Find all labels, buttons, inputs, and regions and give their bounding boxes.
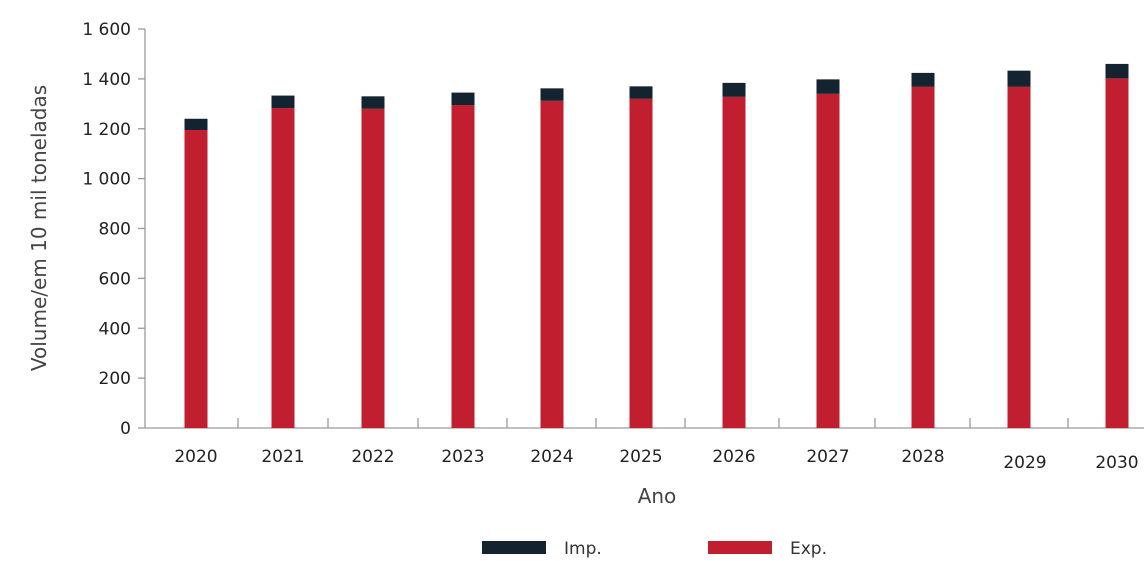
- bars-layer: [184, 63, 1129, 429]
- x-tick-label: 2024: [530, 447, 573, 467]
- y-tick-label: 1 200: [82, 120, 131, 140]
- legend: Imp. Exp.: [482, 539, 827, 559]
- y-tick-label: 800: [99, 220, 131, 240]
- bar-exp: [629, 98, 653, 428]
- x-axis-title: Ano: [638, 484, 677, 508]
- legend-swatch: [708, 541, 772, 554]
- x-tick-label: 2027: [806, 447, 849, 467]
- bar-imp: [629, 86, 653, 99]
- y-axis-title: Volume/em 10 mil toneladas: [27, 85, 51, 371]
- bar-imp: [1105, 63, 1129, 79]
- x-axis: 2020 2021 2022 2023 2024 2025 2026 2027 2028 2029…: [145, 418, 1144, 473]
- bar-imp: [911, 72, 935, 87]
- y-tick-label: 1 600: [82, 20, 131, 40]
- x-tick-label: 2029: [1003, 453, 1046, 473]
- y-tick-label: 0: [120, 419, 131, 439]
- x-tick-label: 2021: [261, 447, 304, 467]
- x-tick-label: 2028: [901, 447, 944, 467]
- bar-imp: [540, 88, 564, 101]
- bar-imp: [722, 82, 746, 97]
- y-axis: 0 200 400 600 800 1 000 1 200 1 400 1 600: [82, 20, 146, 439]
- bar-imp: [451, 92, 475, 106]
- bar-imp: [1007, 70, 1031, 87]
- legend-swatch: [482, 541, 546, 554]
- x-tick-label: 2023: [441, 447, 484, 467]
- bar-exp: [451, 105, 475, 428]
- legend-label: Imp.: [564, 539, 602, 559]
- y-tick-label: 600: [99, 269, 131, 289]
- x-tick-label: 2020: [174, 447, 217, 467]
- x-tick-label: 2026: [712, 447, 755, 467]
- y-tick-label: 1 000: [82, 170, 131, 190]
- bar-imp: [361, 96, 385, 109]
- bar-exp: [361, 108, 385, 429]
- bar-exp: [184, 129, 208, 428]
- bar-exp: [816, 93, 840, 429]
- y-tick-label: 400: [99, 319, 131, 339]
- x-tick-label: 2025: [619, 447, 662, 467]
- bar-exp: [271, 108, 295, 428]
- bar-imp: [271, 95, 295, 109]
- bar-exp: [1105, 78, 1129, 428]
- bar-exp: [540, 100, 564, 428]
- y-tick-label: 200: [99, 369, 131, 389]
- bar-imp: [816, 79, 840, 94]
- bar-exp: [722, 96, 746, 428]
- y-tick-label: 1 400: [82, 70, 131, 90]
- x-tick-label: 2030: [1095, 453, 1138, 473]
- x-tick-label: 2022: [351, 447, 394, 467]
- bar-exp: [1007, 86, 1031, 428]
- bar-imp: [184, 118, 208, 130]
- legend-label: Exp.: [790, 539, 827, 559]
- bar-exp: [911, 86, 935, 428]
